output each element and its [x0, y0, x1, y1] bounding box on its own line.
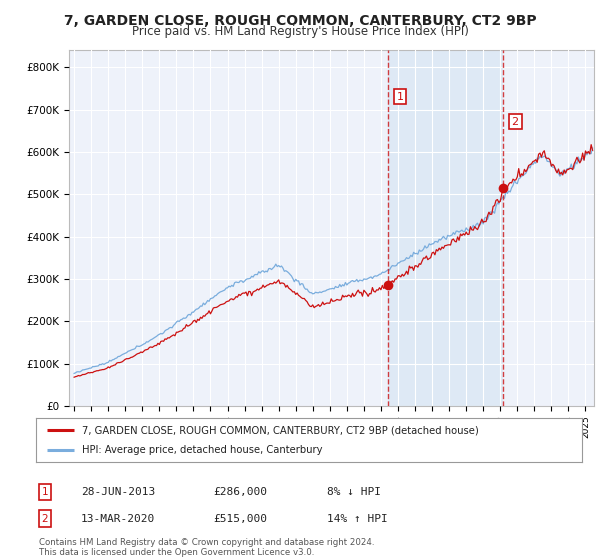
Text: 28-JUN-2013: 28-JUN-2013 [81, 487, 155, 497]
Text: 14% ↑ HPI: 14% ↑ HPI [327, 514, 388, 524]
Text: Price paid vs. HM Land Registry's House Price Index (HPI): Price paid vs. HM Land Registry's House … [131, 25, 469, 39]
Bar [388, 50, 503, 406]
Text: 2: 2 [512, 116, 519, 127]
Text: 8% ↓ HPI: 8% ↓ HPI [327, 487, 381, 497]
Text: 2: 2 [41, 514, 49, 524]
Text: 1: 1 [397, 92, 404, 101]
Text: £515,000: £515,000 [213, 514, 267, 524]
Text: 7, GARDEN CLOSE, ROUGH COMMON, CANTERBURY, CT2 9BP: 7, GARDEN CLOSE, ROUGH COMMON, CANTERBUR… [64, 14, 536, 28]
Text: 7, GARDEN CLOSE, ROUGH COMMON, CANTERBURY, CT2 9BP (detached house): 7, GARDEN CLOSE, ROUGH COMMON, CANTERBUR… [82, 425, 479, 435]
Text: Contains HM Land Registry data © Crown copyright and database right 2024.
This d: Contains HM Land Registry data © Crown c… [39, 538, 374, 557]
Text: HPI: Average price, detached house, Canterbury: HPI: Average price, detached house, Cant… [82, 445, 323, 455]
Text: £286,000: £286,000 [213, 487, 267, 497]
Text: 1: 1 [41, 487, 49, 497]
Text: 13-MAR-2020: 13-MAR-2020 [81, 514, 155, 524]
